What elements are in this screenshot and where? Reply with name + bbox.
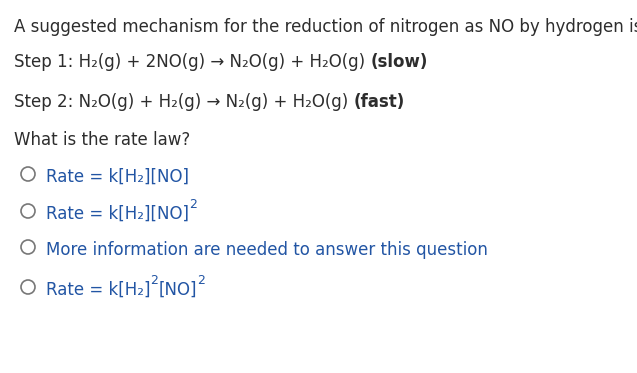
- Text: 2: 2: [189, 198, 197, 211]
- Text: Step 1: H₂(g) + 2NO(g) → N₂O(g) + H₂O(g): Step 1: H₂(g) + 2NO(g) → N₂O(g) + H₂O(g): [14, 53, 370, 71]
- Text: [NO]: [NO]: [159, 281, 197, 299]
- Text: More information are needed to answer this question: More information are needed to answer th…: [46, 241, 488, 259]
- Text: A suggested mechanism for the reduction of nitrogen as NO by hydrogen is:: A suggested mechanism for the reduction …: [14, 18, 637, 36]
- Text: 2: 2: [197, 274, 204, 287]
- Text: Rate = k[H₂]: Rate = k[H₂]: [46, 281, 150, 299]
- Text: What is the rate law?: What is the rate law?: [14, 131, 190, 149]
- Text: 2: 2: [150, 274, 159, 287]
- Text: Step 2: N₂O(g) + H₂(g) → N₂(g) + H₂O(g): Step 2: N₂O(g) + H₂(g) → N₂(g) + H₂O(g): [14, 93, 354, 111]
- Text: Rate = k[H₂][NO]: Rate = k[H₂][NO]: [46, 168, 189, 186]
- Text: (fast): (fast): [354, 93, 404, 111]
- Text: Rate = k[H₂][NO]: Rate = k[H₂][NO]: [46, 205, 189, 223]
- Text: (slow): (slow): [370, 53, 428, 71]
